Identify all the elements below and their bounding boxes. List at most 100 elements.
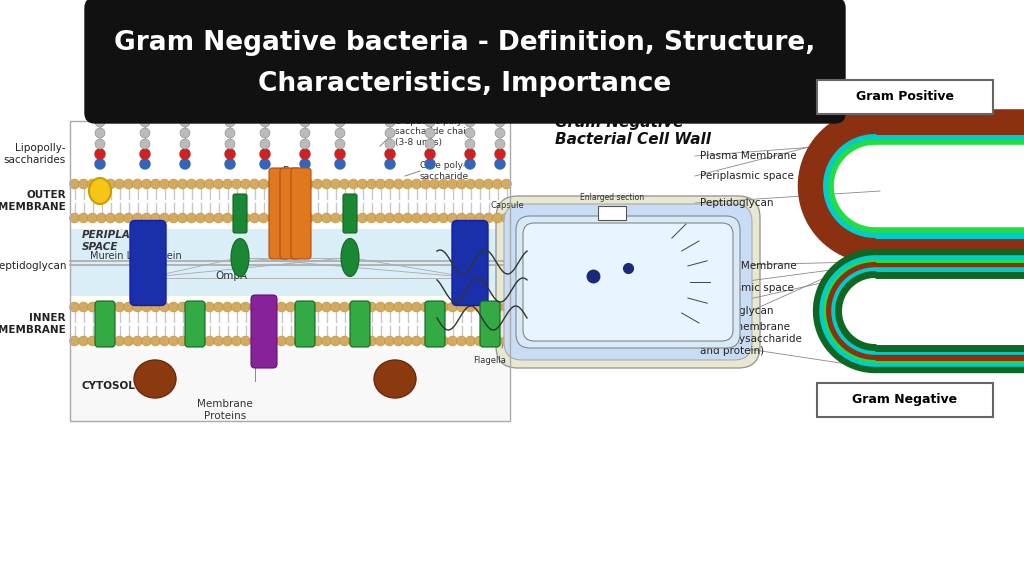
- Circle shape: [421, 336, 430, 346]
- Text: Porin: Porin: [283, 166, 309, 176]
- Circle shape: [331, 179, 341, 189]
- FancyBboxPatch shape: [130, 221, 166, 305]
- Circle shape: [483, 302, 494, 312]
- Circle shape: [348, 336, 358, 346]
- Circle shape: [465, 128, 475, 138]
- Text: Plasma Membrane: Plasma Membrane: [700, 151, 797, 161]
- Circle shape: [295, 179, 304, 189]
- Circle shape: [300, 139, 310, 149]
- Circle shape: [322, 302, 332, 312]
- Circle shape: [425, 106, 435, 116]
- Text: Enlarged section: Enlarged section: [580, 193, 644, 202]
- Circle shape: [79, 336, 88, 346]
- FancyBboxPatch shape: [496, 196, 760, 368]
- Circle shape: [205, 179, 214, 189]
- Circle shape: [258, 213, 268, 223]
- Circle shape: [340, 213, 349, 223]
- Circle shape: [376, 302, 385, 312]
- Circle shape: [213, 336, 223, 346]
- Circle shape: [231, 336, 242, 346]
- Text: Peptidoglycan: Peptidoglycan: [700, 198, 773, 208]
- Circle shape: [483, 336, 494, 346]
- Text: Periplasmic space: Periplasmic space: [700, 283, 794, 293]
- Text: Characteristics, Importance: Characteristics, Importance: [258, 71, 672, 97]
- Ellipse shape: [374, 360, 416, 398]
- FancyBboxPatch shape: [817, 383, 993, 417]
- Circle shape: [303, 179, 313, 189]
- Circle shape: [429, 336, 439, 346]
- Circle shape: [465, 159, 475, 169]
- Circle shape: [300, 117, 310, 127]
- Circle shape: [425, 95, 435, 105]
- FancyBboxPatch shape: [516, 216, 740, 348]
- Text: Peptidoglycan: Peptidoglycan: [0, 261, 66, 271]
- Circle shape: [425, 128, 435, 138]
- Circle shape: [393, 302, 403, 312]
- Text: O-specific poly-
saccharide chain
(3-8 units): O-specific poly- saccharide chain (3-8 u…: [395, 117, 472, 147]
- Circle shape: [276, 336, 287, 346]
- Circle shape: [250, 302, 259, 312]
- Circle shape: [70, 213, 80, 223]
- Circle shape: [385, 117, 395, 127]
- Ellipse shape: [231, 238, 249, 276]
- Circle shape: [357, 336, 368, 346]
- Circle shape: [141, 336, 152, 346]
- Circle shape: [196, 302, 206, 312]
- Circle shape: [447, 336, 458, 346]
- Text: OUTER
MEMBRANE: OUTER MEMBRANE: [0, 190, 66, 212]
- FancyBboxPatch shape: [269, 168, 289, 259]
- Circle shape: [132, 179, 142, 189]
- Circle shape: [87, 179, 97, 189]
- Text: Outer membrane
(lipopolysaccharide
and protein): Outer membrane (lipopolysaccharide and p…: [700, 323, 802, 355]
- FancyBboxPatch shape: [95, 301, 115, 347]
- Circle shape: [300, 149, 310, 159]
- Circle shape: [205, 336, 214, 346]
- Circle shape: [438, 302, 449, 312]
- FancyBboxPatch shape: [817, 80, 993, 114]
- Circle shape: [367, 302, 377, 312]
- Circle shape: [493, 213, 503, 223]
- Circle shape: [132, 336, 142, 346]
- Circle shape: [140, 159, 150, 169]
- FancyBboxPatch shape: [251, 295, 278, 368]
- Circle shape: [412, 336, 422, 346]
- Circle shape: [225, 128, 234, 138]
- Circle shape: [260, 106, 270, 116]
- Circle shape: [457, 302, 467, 312]
- Circle shape: [231, 179, 242, 189]
- Circle shape: [225, 117, 234, 127]
- Text: Gram Positive: Gram Positive: [856, 90, 954, 104]
- Circle shape: [267, 213, 278, 223]
- Circle shape: [502, 336, 512, 346]
- Circle shape: [180, 149, 190, 159]
- Circle shape: [213, 302, 223, 312]
- Bar: [70, 121, 510, 173]
- Circle shape: [295, 302, 304, 312]
- Circle shape: [421, 213, 430, 223]
- FancyBboxPatch shape: [350, 301, 370, 347]
- Circle shape: [180, 106, 190, 116]
- Circle shape: [141, 179, 152, 189]
- Circle shape: [105, 179, 116, 189]
- Circle shape: [225, 95, 234, 105]
- Circle shape: [474, 302, 484, 312]
- Bar: [598, 206, 626, 220]
- Circle shape: [340, 179, 349, 189]
- Circle shape: [286, 302, 296, 312]
- Circle shape: [438, 179, 449, 189]
- Circle shape: [495, 139, 505, 149]
- Circle shape: [331, 302, 341, 312]
- Circle shape: [225, 139, 234, 149]
- Circle shape: [474, 336, 484, 346]
- Circle shape: [276, 302, 287, 312]
- Circle shape: [196, 179, 206, 189]
- Text: PERIPLASMIC
SPACE: PERIPLASMIC SPACE: [82, 230, 160, 252]
- Text: Capsule: Capsule: [490, 202, 524, 210]
- Circle shape: [348, 213, 358, 223]
- Circle shape: [196, 336, 206, 346]
- Circle shape: [286, 179, 296, 189]
- Circle shape: [412, 179, 422, 189]
- Circle shape: [132, 213, 142, 223]
- Circle shape: [205, 213, 214, 223]
- FancyBboxPatch shape: [452, 221, 488, 305]
